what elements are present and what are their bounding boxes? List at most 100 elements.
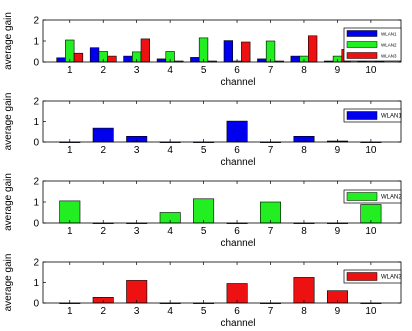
x-tick-label: 4 bbox=[167, 65, 173, 76]
x-tick-label: 9 bbox=[335, 226, 341, 237]
x-tick-label: 3 bbox=[134, 226, 140, 237]
bar-wlan2-ch7 bbox=[265, 40, 276, 63]
bar-wlan1-ch8 bbox=[290, 55, 300, 63]
legend-swatch-wlan3 bbox=[346, 272, 378, 281]
bar-wlan3-ch3 bbox=[126, 280, 148, 304]
bar-wlan2-ch5 bbox=[198, 37, 209, 63]
x-tick-label: 1 bbox=[67, 226, 73, 237]
x-tick-label: 1 bbox=[67, 145, 73, 156]
x-tick-label: 3 bbox=[134, 306, 140, 317]
x-tick-label: 7 bbox=[268, 65, 274, 76]
x-tick-label: 8 bbox=[301, 306, 307, 317]
x-tick-label: 9 bbox=[335, 145, 341, 156]
x-tick-label: 4 bbox=[167, 306, 173, 317]
legend-label-wlan1: WLAN1 bbox=[381, 32, 397, 37]
legend: WLAN3 bbox=[343, 269, 402, 284]
x-tick-label: 4 bbox=[167, 226, 173, 237]
x-tick-label: 8 bbox=[301, 65, 307, 76]
y-axis-label: average gain bbox=[3, 12, 14, 70]
y-axis-label: average gain bbox=[3, 254, 14, 312]
x-tick-label: 1 bbox=[67, 306, 73, 317]
chart-panel-2: 1 2 3 4 5 6 7 8 9 10 0 1 2 channel average gain WLAN1 bbox=[3, 93, 402, 168]
x-tick-label: 3 bbox=[134, 145, 140, 156]
x-tick-label: 2 bbox=[100, 145, 106, 156]
bar-wlan1-ch5 bbox=[190, 57, 200, 63]
y-axis-label: average gain bbox=[3, 93, 14, 151]
y-tick-label: 0 bbox=[33, 138, 39, 149]
x-tick-label: 7 bbox=[268, 145, 274, 156]
legend-label-wlan2: WLAN2 bbox=[381, 43, 397, 48]
x-tick-label: 6 bbox=[234, 65, 240, 76]
y-tick-label: 2 bbox=[33, 177, 39, 188]
legend-swatch-wlan1 bbox=[346, 30, 378, 37]
x-tick-label: 5 bbox=[201, 306, 207, 317]
x-tick-label: 4 bbox=[167, 145, 173, 156]
bar-wlan1-ch2 bbox=[89, 47, 100, 63]
chart-panel-1: 1 2 3 4 5 6 7 8 9 10 0 1 2 channel average gain WLAN1 WL… bbox=[3, 12, 402, 88]
legend-swatch-wlan2 bbox=[346, 192, 378, 201]
x-tick-label: 6 bbox=[234, 226, 240, 237]
x-tick-label: 5 bbox=[201, 145, 207, 156]
legend-label-wlan1: WLAN1 bbox=[381, 114, 402, 120]
bar-wlan3-ch3 bbox=[140, 38, 150, 63]
y-tick-label: 1 bbox=[33, 198, 39, 209]
x-tick-label: 8 bbox=[301, 226, 307, 237]
bar-wlan1-ch6 bbox=[226, 120, 248, 143]
y-tick-label: 2 bbox=[33, 258, 39, 269]
legend-label-wlan3: WLAN3 bbox=[381, 275, 402, 281]
legend: WLAN1 bbox=[343, 108, 402, 123]
y-tick-label: 0 bbox=[33, 299, 39, 310]
x-tick-label: 9 bbox=[335, 306, 341, 317]
bar-wlan2-ch1 bbox=[59, 200, 81, 224]
legend: WLAN2 bbox=[343, 189, 402, 204]
legend-label-wlan3: WLAN3 bbox=[381, 54, 397, 59]
bar-wlan1-ch1 bbox=[56, 57, 66, 63]
bar-wlan3-ch1 bbox=[73, 52, 84, 63]
x-tick-label: 6 bbox=[234, 306, 240, 317]
bar-wlan2-ch5 bbox=[193, 198, 215, 224]
bar-wlan2-ch1 bbox=[65, 39, 75, 63]
bar-wlan1-ch3 bbox=[123, 55, 133, 63]
legend-swatch-wlan3 bbox=[346, 52, 378, 59]
x-axis-label: channel bbox=[220, 238, 255, 249]
legend-swatch-wlan1 bbox=[346, 111, 378, 120]
y-tick-label: 2 bbox=[33, 16, 39, 27]
bar-wlan3-ch6 bbox=[241, 41, 251, 63]
x-tick-label: 7 bbox=[268, 226, 274, 237]
y-axis-label: average gain bbox=[3, 173, 14, 231]
x-tick-label: 6 bbox=[234, 145, 240, 156]
bar-wlan3-ch2 bbox=[107, 55, 117, 63]
legend-swatch-wlan2 bbox=[346, 41, 378, 48]
y-tick-label: 1 bbox=[33, 117, 39, 128]
x-axis-label: channel bbox=[220, 77, 255, 88]
y-tick-label: 0 bbox=[33, 219, 39, 230]
x-tick-label: 10 bbox=[365, 306, 377, 317]
x-tick-label: 8 bbox=[301, 145, 307, 156]
bar-wlan1-ch4 bbox=[156, 58, 167, 63]
y-tick-label: 1 bbox=[33, 37, 39, 48]
chart-panel-4: 1 2 3 4 5 6 7 8 9 10 0 1 2 channel average gain WLAN3 bbox=[3, 254, 402, 329]
x-tick-label: 9 bbox=[335, 65, 341, 76]
x-tick-label: 3 bbox=[134, 65, 140, 76]
y-tick-label: 2 bbox=[33, 97, 39, 108]
x-tick-label: 1 bbox=[67, 65, 73, 76]
x-tick-label: 2 bbox=[100, 65, 106, 76]
x-tick-label: 5 bbox=[201, 226, 207, 237]
bar-wlan1-ch7 bbox=[257, 58, 267, 63]
x-tick-label: 7 bbox=[268, 306, 274, 317]
bar-wlan3-ch8 bbox=[307, 35, 318, 63]
x-axis-label: channel bbox=[220, 318, 255, 329]
bar-wlan2-ch7 bbox=[259, 201, 281, 224]
chart-panel-3: 1 2 3 4 5 6 7 8 9 10 0 1 2 channel average gain WLAN2 bbox=[3, 173, 402, 249]
x-tick-label: 10 bbox=[365, 145, 377, 156]
x-tick-label: 2 bbox=[100, 306, 106, 317]
y-tick-label: 0 bbox=[33, 58, 39, 69]
y-tick-label: 1 bbox=[33, 278, 39, 289]
bar-wlan1-ch6 bbox=[223, 40, 233, 63]
x-tick-label: 2 bbox=[100, 226, 106, 237]
x-tick-label: 10 bbox=[365, 226, 377, 237]
bar-wlan3-ch8 bbox=[293, 277, 315, 304]
x-tick-label: 10 bbox=[365, 65, 377, 76]
x-tick-label: 5 bbox=[201, 65, 207, 76]
